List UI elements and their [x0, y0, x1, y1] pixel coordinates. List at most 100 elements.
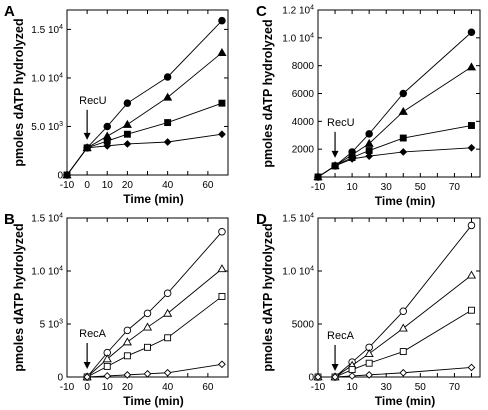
- data-point: [467, 143, 476, 152]
- y-tick-label: 2000: [292, 145, 315, 156]
- x-axis-label: Time (min): [123, 192, 183, 206]
- data-point: [468, 122, 475, 129]
- x-tick-label: 10: [347, 182, 359, 193]
- series-diamond: [314, 143, 476, 181]
- y-tick-label: 5.0 103: [31, 121, 63, 133]
- x-tick-label: -10: [311, 182, 326, 193]
- data-point: [143, 369, 152, 378]
- series-line: [86, 231, 223, 378]
- data-point: [163, 92, 173, 101]
- plot-frame: [317, 9, 481, 178]
- y-tick-label: 8000: [292, 61, 315, 72]
- x-tick-label: 50: [415, 382, 427, 393]
- y-tick-label: 1.0 104: [31, 72, 63, 84]
- x-tick-label: 20: [122, 180, 134, 191]
- data-point: [364, 348, 374, 357]
- series-line: [66, 52, 223, 176]
- series-circle: [314, 221, 476, 381]
- y-tick-label: 1.5 104: [31, 24, 63, 36]
- annotation-arrow-head: [83, 132, 91, 140]
- series-line: [317, 31, 472, 178]
- data-point: [348, 155, 356, 163]
- data-point: [218, 16, 226, 25]
- annotation-arrow-head: [83, 362, 91, 369]
- data-point: [217, 264, 227, 273]
- y-tick-label: 0: [57, 373, 63, 384]
- annotation-arrow-head: [331, 150, 339, 158]
- data-point: [364, 138, 374, 147]
- data-point: [365, 359, 373, 367]
- series-square: [314, 122, 475, 181]
- x-axis-label: Time (min): [375, 394, 435, 408]
- panel-letter: A: [4, 3, 15, 20]
- x-tick-label: 0: [84, 382, 90, 393]
- y-axis-label: pmoles dATP hydrolyzed: [261, 19, 275, 167]
- x-tick-label: 50: [415, 182, 427, 193]
- series-square: [63, 99, 226, 179]
- data-point: [123, 371, 132, 379]
- series-diamond: [83, 360, 226, 381]
- data-point: [102, 354, 112, 363]
- data-point: [467, 28, 476, 37]
- plot-frame: [66, 217, 229, 378]
- data-point: [331, 162, 339, 170]
- data-point: [467, 363, 476, 372]
- data-point: [468, 306, 475, 314]
- data-point: [218, 360, 226, 369]
- data-point: [365, 371, 373, 379]
- data-point: [314, 373, 322, 381]
- data-point: [123, 99, 132, 107]
- data-point: [123, 140, 132, 148]
- data-point: [123, 352, 131, 360]
- data-point: [365, 130, 373, 138]
- series-triangle: [82, 264, 227, 381]
- data-point: [467, 221, 476, 230]
- panel-letter: B: [4, 211, 15, 228]
- x-tick-label: -10: [311, 382, 326, 393]
- y-tick-label: 4000: [292, 117, 315, 128]
- data-point: [83, 143, 91, 152]
- data-point: [218, 99, 226, 107]
- series-line: [318, 274, 472, 378]
- y-tick-label: 5000: [292, 320, 315, 331]
- series-circle: [314, 28, 476, 181]
- series-triangle: [313, 270, 477, 381]
- x-tick-label: 30: [381, 382, 393, 393]
- x-tick-label: 10: [102, 382, 114, 393]
- annotation-label: RecA: [79, 328, 107, 340]
- data-point: [217, 47, 227, 57]
- annotation-label: RecU: [327, 117, 355, 129]
- x-tick-label: 60: [202, 382, 214, 393]
- data-point: [103, 362, 111, 370]
- data-point: [122, 119, 132, 128]
- y-tick-label: 5 103: [40, 319, 63, 331]
- data-point: [142, 322, 153, 331]
- series-line: [317, 147, 472, 178]
- data-point: [399, 134, 407, 142]
- x-tick-label: -10: [60, 180, 75, 191]
- data-point: [143, 309, 152, 318]
- series-diamond: [314, 363, 476, 381]
- y-tick-label: 1.5 104: [282, 213, 314, 225]
- x-axis-label: Time (min): [375, 194, 435, 208]
- data-point: [398, 323, 408, 332]
- annotation-label: RecU: [79, 95, 107, 107]
- y-tick-label: 0: [308, 373, 314, 384]
- data-point: [218, 228, 226, 236]
- data-point: [103, 142, 112, 150]
- data-point: [399, 368, 408, 377]
- data-point: [144, 343, 151, 351]
- data-point: [163, 308, 173, 317]
- data-point: [399, 89, 408, 98]
- data-point: [163, 73, 172, 81]
- data-point: [63, 171, 71, 179]
- series-line: [317, 125, 472, 178]
- data-point: [163, 289, 172, 298]
- x-tick-label: 10: [347, 382, 359, 393]
- data-point: [399, 307, 408, 316]
- annotation-label: RecA: [327, 330, 355, 342]
- data-point: [122, 337, 132, 346]
- data-point: [218, 130, 226, 139]
